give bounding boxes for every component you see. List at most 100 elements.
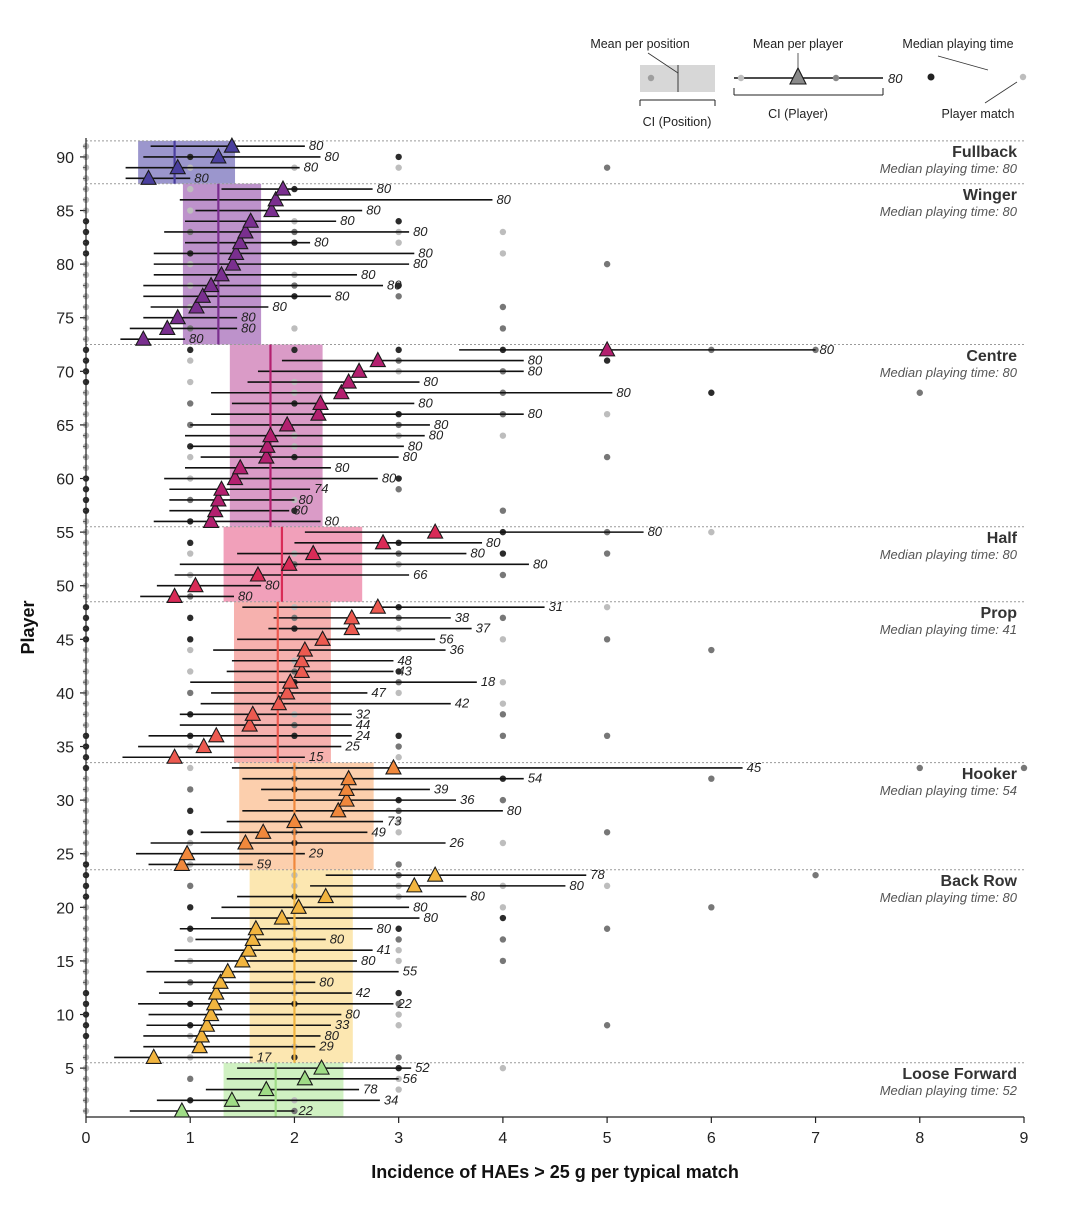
player-mean-triangle — [194, 287, 212, 303]
playing-time-label: 38 — [455, 610, 470, 625]
player-match-dot — [499, 732, 507, 739]
player-match-dot — [603, 636, 611, 643]
y-tick-label: 40 — [56, 686, 74, 703]
player-match-dot — [187, 646, 194, 654]
player-match-dot — [603, 829, 611, 836]
player-mean-triangle — [202, 276, 220, 293]
playing-time-label: 26 — [449, 835, 465, 850]
player-match-dot — [395, 936, 402, 943]
player-match-dot — [603, 603, 611, 611]
playing-time-label: 80 — [189, 331, 204, 346]
player-mean-triangle — [254, 823, 272, 839]
player-match-dot — [603, 925, 611, 932]
player-match-dot — [499, 839, 507, 847]
player-match-dot — [187, 829, 194, 836]
playing-time-label: 80 — [377, 181, 392, 196]
player-match-dot — [395, 861, 402, 868]
position-name: Centre — [966, 348, 1017, 365]
legend-ci-player: CI (Player) — [768, 107, 828, 121]
playing-time-label: 22 — [396, 996, 412, 1011]
player-mean-triangle — [262, 426, 279, 443]
playing-time-label: 80 — [340, 213, 355, 228]
player-match-dot — [395, 743, 402, 750]
player-match-dot — [395, 1086, 402, 1093]
playing-time-label: 80 — [241, 320, 256, 335]
playing-time-label: 80 — [298, 492, 313, 507]
x-tick-label: 8 — [915, 1130, 924, 1147]
playing-time-label: 15 — [309, 749, 324, 764]
player-match-dot — [395, 1000, 402, 1007]
player-match-dot — [187, 207, 194, 214]
player-mean-triangle — [145, 1048, 163, 1064]
legend-ci-position: CI (Position) — [643, 115, 712, 129]
player-mean-triangle — [187, 576, 204, 593]
playing-time-label: 80 — [194, 170, 209, 185]
player-mean-triangle — [263, 201, 280, 218]
player-match-dot — [291, 346, 298, 354]
playing-time-label: 39 — [434, 781, 448, 796]
playing-time-label: 47 — [371, 685, 386, 700]
player-match-dot — [499, 711, 507, 718]
player-mean-triangle — [296, 640, 314, 657]
player-match-dot — [395, 239, 402, 246]
player-mean-triangle — [343, 619, 361, 636]
player-mean-triangle — [188, 297, 205, 314]
x-tick-label: 3 — [394, 1130, 403, 1147]
playing-time-label: 80 — [418, 395, 433, 410]
x-tick-label: 0 — [82, 1130, 91, 1147]
playing-time-label: 80 — [366, 203, 381, 218]
player-match-dot — [187, 668, 194, 675]
player-match-dot — [499, 1064, 507, 1072]
playing-time-label: 80 — [241, 310, 256, 325]
playing-time-label: 73 — [387, 814, 402, 829]
legend-example-time: 80 — [888, 71, 903, 86]
player-match-dot — [187, 185, 194, 193]
playing-time-label: 29 — [308, 846, 323, 861]
player-match-dot — [395, 947, 402, 954]
player-match-dot — [187, 378, 194, 386]
legend: Mean per position CI (Position) Mean per p… — [590, 37, 1027, 129]
playing-time-label: 42 — [356, 985, 371, 1000]
player-mean-triangle — [219, 962, 237, 979]
player-match-dot — [395, 282, 402, 289]
player-mean-triangle — [237, 222, 254, 239]
player-match-dot — [187, 539, 194, 547]
player-match-dot — [603, 260, 611, 268]
playing-time-label: 17 — [257, 1049, 272, 1064]
player-mean-triangle — [338, 780, 355, 796]
player-match-dot — [499, 228, 507, 236]
player-match-dot — [916, 764, 923, 772]
player-match-dot — [812, 871, 819, 879]
playing-time-label: 80 — [528, 363, 543, 378]
player-match-dot — [499, 700, 507, 707]
player-match-dot — [499, 796, 507, 804]
player-match-dot — [395, 475, 402, 482]
playing-time-label: 80 — [496, 192, 511, 207]
player-mean-triangle — [212, 973, 229, 989]
legend-player-mean-triangle — [789, 66, 807, 85]
player-match-dot — [499, 303, 507, 311]
playing-time-label: 36 — [460, 792, 475, 807]
player-match-dot — [708, 389, 715, 396]
playing-time-label: 43 — [397, 663, 412, 678]
playing-time-label: 78 — [363, 1082, 378, 1097]
player-mean-triangle — [369, 597, 387, 614]
player-mean-triangle — [293, 662, 311, 679]
player-mean-triangle — [293, 651, 311, 668]
playing-time-label: 44 — [356, 717, 370, 732]
player-mean-triangle — [240, 941, 258, 957]
playing-time-label: 80 — [470, 889, 485, 904]
player-mean-triangle — [237, 833, 254, 850]
player-match-dot — [395, 668, 402, 675]
position-median-time: Median playing time: 54 — [880, 783, 1017, 798]
playing-time-label: 80 — [361, 267, 376, 282]
player-mean-triangle — [309, 405, 327, 421]
playing-time-label: 80 — [413, 256, 428, 271]
player-mean-triangle — [173, 855, 191, 871]
position-median-time: Median playing time: 80 — [880, 365, 1018, 380]
y-tick-label: 85 — [56, 204, 74, 221]
player-match-dot — [291, 507, 298, 514]
legend-player-match-pointer — [984, 81, 1018, 104]
player-match-dot — [291, 325, 298, 332]
